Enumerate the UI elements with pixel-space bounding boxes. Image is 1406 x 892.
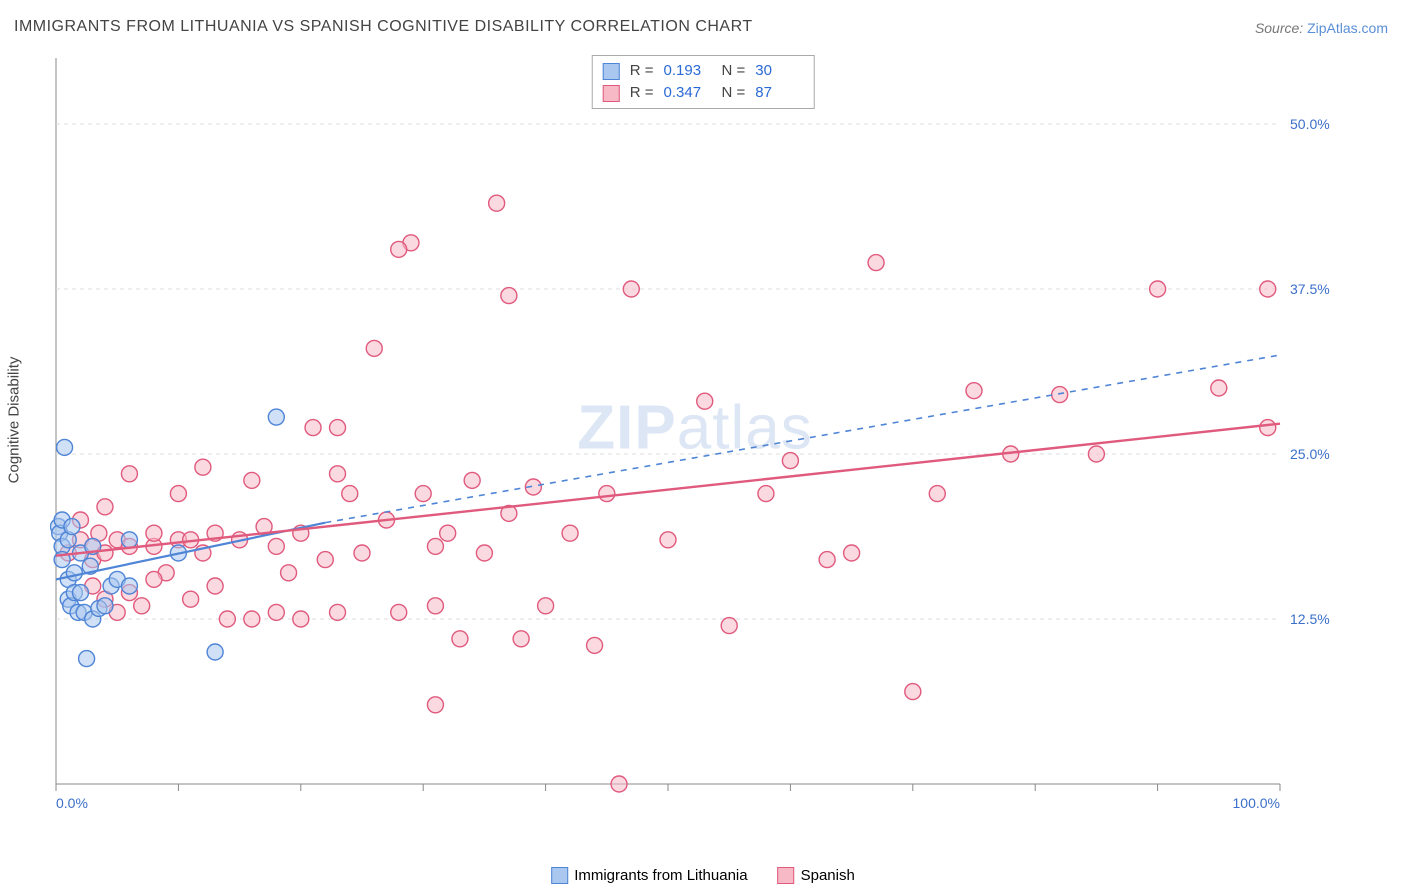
legend-swatch bbox=[551, 867, 568, 884]
r-label: R = bbox=[630, 82, 654, 104]
r-label: R = bbox=[630, 60, 654, 82]
series-legend-item: Spanish bbox=[778, 867, 855, 884]
svg-text:25.0%: 25.0% bbox=[1290, 446, 1330, 462]
chart-title: IMMIGRANTS FROM LITHUANIA VS SPANISH COG… bbox=[14, 18, 753, 36]
series-legend-item: Immigrants from Lithuania bbox=[551, 867, 747, 884]
svg-text:0.0%: 0.0% bbox=[56, 795, 88, 811]
svg-text:50.0%: 50.0% bbox=[1290, 116, 1330, 132]
source-link[interactable]: ZipAtlas.com bbox=[1307, 20, 1388, 36]
n-value: 30 bbox=[755, 60, 803, 82]
scatter-chart-svg: 12.5% 25.0% 37.5% 50.0% 0.0% 100.0% bbox=[50, 50, 1340, 820]
chart-plot: 12.5%25.0%37.5%50.0%0.0%100.0% ZIPatlas bbox=[50, 50, 1340, 820]
svg-text:12.5%: 12.5% bbox=[1290, 611, 1330, 627]
r-value: 0.193 bbox=[664, 60, 712, 82]
y-axis-label: Cognitive Disability bbox=[6, 357, 23, 484]
svg-text:37.5%: 37.5% bbox=[1290, 281, 1330, 297]
n-label: N = bbox=[722, 82, 746, 104]
legend-swatch bbox=[603, 85, 620, 102]
series-legend: Immigrants from Lithuania Spanish bbox=[551, 867, 855, 884]
n-value: 87 bbox=[755, 82, 803, 104]
r-value: 0.347 bbox=[664, 82, 712, 104]
legend-row: R = 0.193 N = 30 bbox=[603, 60, 804, 82]
svg-text:100.0%: 100.0% bbox=[1233, 795, 1280, 811]
n-label: N = bbox=[722, 60, 746, 82]
legend-row: R = 0.347 N = 87 bbox=[603, 82, 804, 104]
legend-swatch bbox=[778, 867, 795, 884]
correlation-legend-box: R = 0.193 N = 30 R = 0.347 N = 87 bbox=[592, 55, 815, 109]
legend-swatch bbox=[603, 63, 620, 80]
source-attribution: Source: ZipAtlas.com bbox=[1255, 20, 1388, 36]
series-name: Spanish bbox=[801, 867, 855, 884]
source-label: Source: bbox=[1255, 20, 1303, 36]
series-name: Immigrants from Lithuania bbox=[574, 867, 747, 884]
